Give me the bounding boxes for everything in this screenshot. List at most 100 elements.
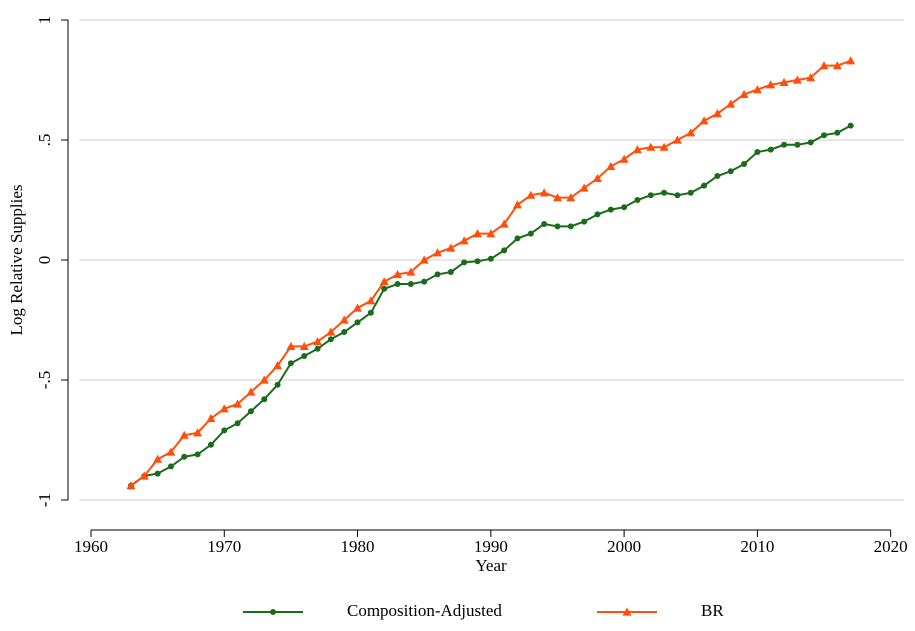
marker (421, 278, 428, 285)
marker (154, 470, 161, 477)
marker (313, 337, 323, 346)
marker (219, 404, 229, 413)
x-tick-label: 1970 (207, 537, 241, 556)
x-tick-label: 2020 (874, 537, 908, 556)
marker (687, 189, 694, 196)
marker (327, 336, 334, 343)
marker (566, 193, 576, 202)
marker (767, 146, 774, 153)
marker (126, 481, 136, 490)
series-line (130, 124, 852, 487)
marker (567, 223, 574, 230)
marker (206, 413, 216, 422)
marker (621, 204, 628, 211)
x-tick-label: 2000 (607, 537, 641, 556)
marker (487, 255, 494, 262)
marker (514, 235, 521, 242)
marker (781, 141, 788, 148)
marker (221, 427, 228, 434)
legend-marker (622, 607, 632, 616)
marker (752, 85, 762, 94)
marker (832, 61, 842, 70)
y-axis-title: Log Relative Supplies (7, 184, 26, 335)
marker (406, 267, 416, 276)
marker (714, 173, 721, 179)
y-tick-label: 1 (35, 16, 54, 25)
marker (726, 99, 736, 108)
marker (274, 381, 281, 388)
y-tick-label: 0 (35, 256, 54, 265)
legend-label: BR (701, 601, 724, 620)
marker (847, 122, 854, 129)
marker (754, 149, 761, 155)
marker (339, 315, 349, 324)
marker (512, 200, 522, 209)
marker (552, 193, 562, 202)
marker (499, 219, 509, 228)
marker (181, 453, 188, 460)
marker (486, 229, 496, 238)
marker (407, 281, 414, 287)
marker (632, 145, 642, 154)
marker (367, 309, 374, 316)
marker (286, 341, 296, 350)
marker (686, 128, 696, 137)
x-tick-label: 1960 (74, 537, 108, 556)
marker (527, 230, 534, 237)
y-tick-label: -1 (35, 493, 54, 507)
x-tick-label: 1990 (474, 537, 508, 556)
marker (301, 353, 308, 359)
marker (393, 269, 403, 278)
marker (153, 454, 163, 463)
marker (326, 327, 336, 336)
marker (394, 281, 401, 287)
marker (261, 396, 268, 403)
marker (846, 56, 856, 65)
marker (167, 463, 174, 470)
marker (541, 221, 548, 227)
marker (794, 141, 801, 148)
y-tick-label: .5 (35, 134, 54, 147)
marker (526, 190, 536, 199)
marker (739, 89, 749, 98)
marker (473, 229, 483, 238)
marker (341, 329, 348, 335)
marker (366, 296, 376, 305)
marker (207, 441, 214, 448)
marker (554, 223, 561, 230)
x-tick-label: 2010 (740, 537, 774, 556)
marker (712, 109, 722, 118)
marker (674, 192, 681, 199)
marker (259, 375, 269, 384)
marker (594, 211, 601, 218)
marker (607, 206, 614, 213)
marker (821, 132, 828, 139)
marker (474, 258, 481, 265)
marker (619, 154, 629, 163)
marker (581, 218, 588, 225)
marker (433, 248, 443, 257)
marker (461, 259, 468, 266)
marker (539, 188, 549, 197)
marker (701, 182, 708, 189)
marker (419, 255, 429, 264)
y-tick-label: -.5 (35, 371, 54, 389)
marker (193, 428, 203, 437)
marker (699, 116, 709, 125)
marker (579, 183, 589, 192)
marker (447, 269, 454, 275)
marker (659, 142, 669, 151)
marker (353, 303, 363, 312)
legend-marker (270, 609, 276, 615)
marker (381, 285, 388, 292)
marker (246, 387, 256, 396)
marker (179, 430, 189, 439)
marker (634, 197, 641, 203)
marker (646, 142, 656, 151)
marker (299, 341, 309, 350)
marker (727, 168, 734, 175)
marker (606, 161, 616, 170)
marker (273, 361, 283, 370)
